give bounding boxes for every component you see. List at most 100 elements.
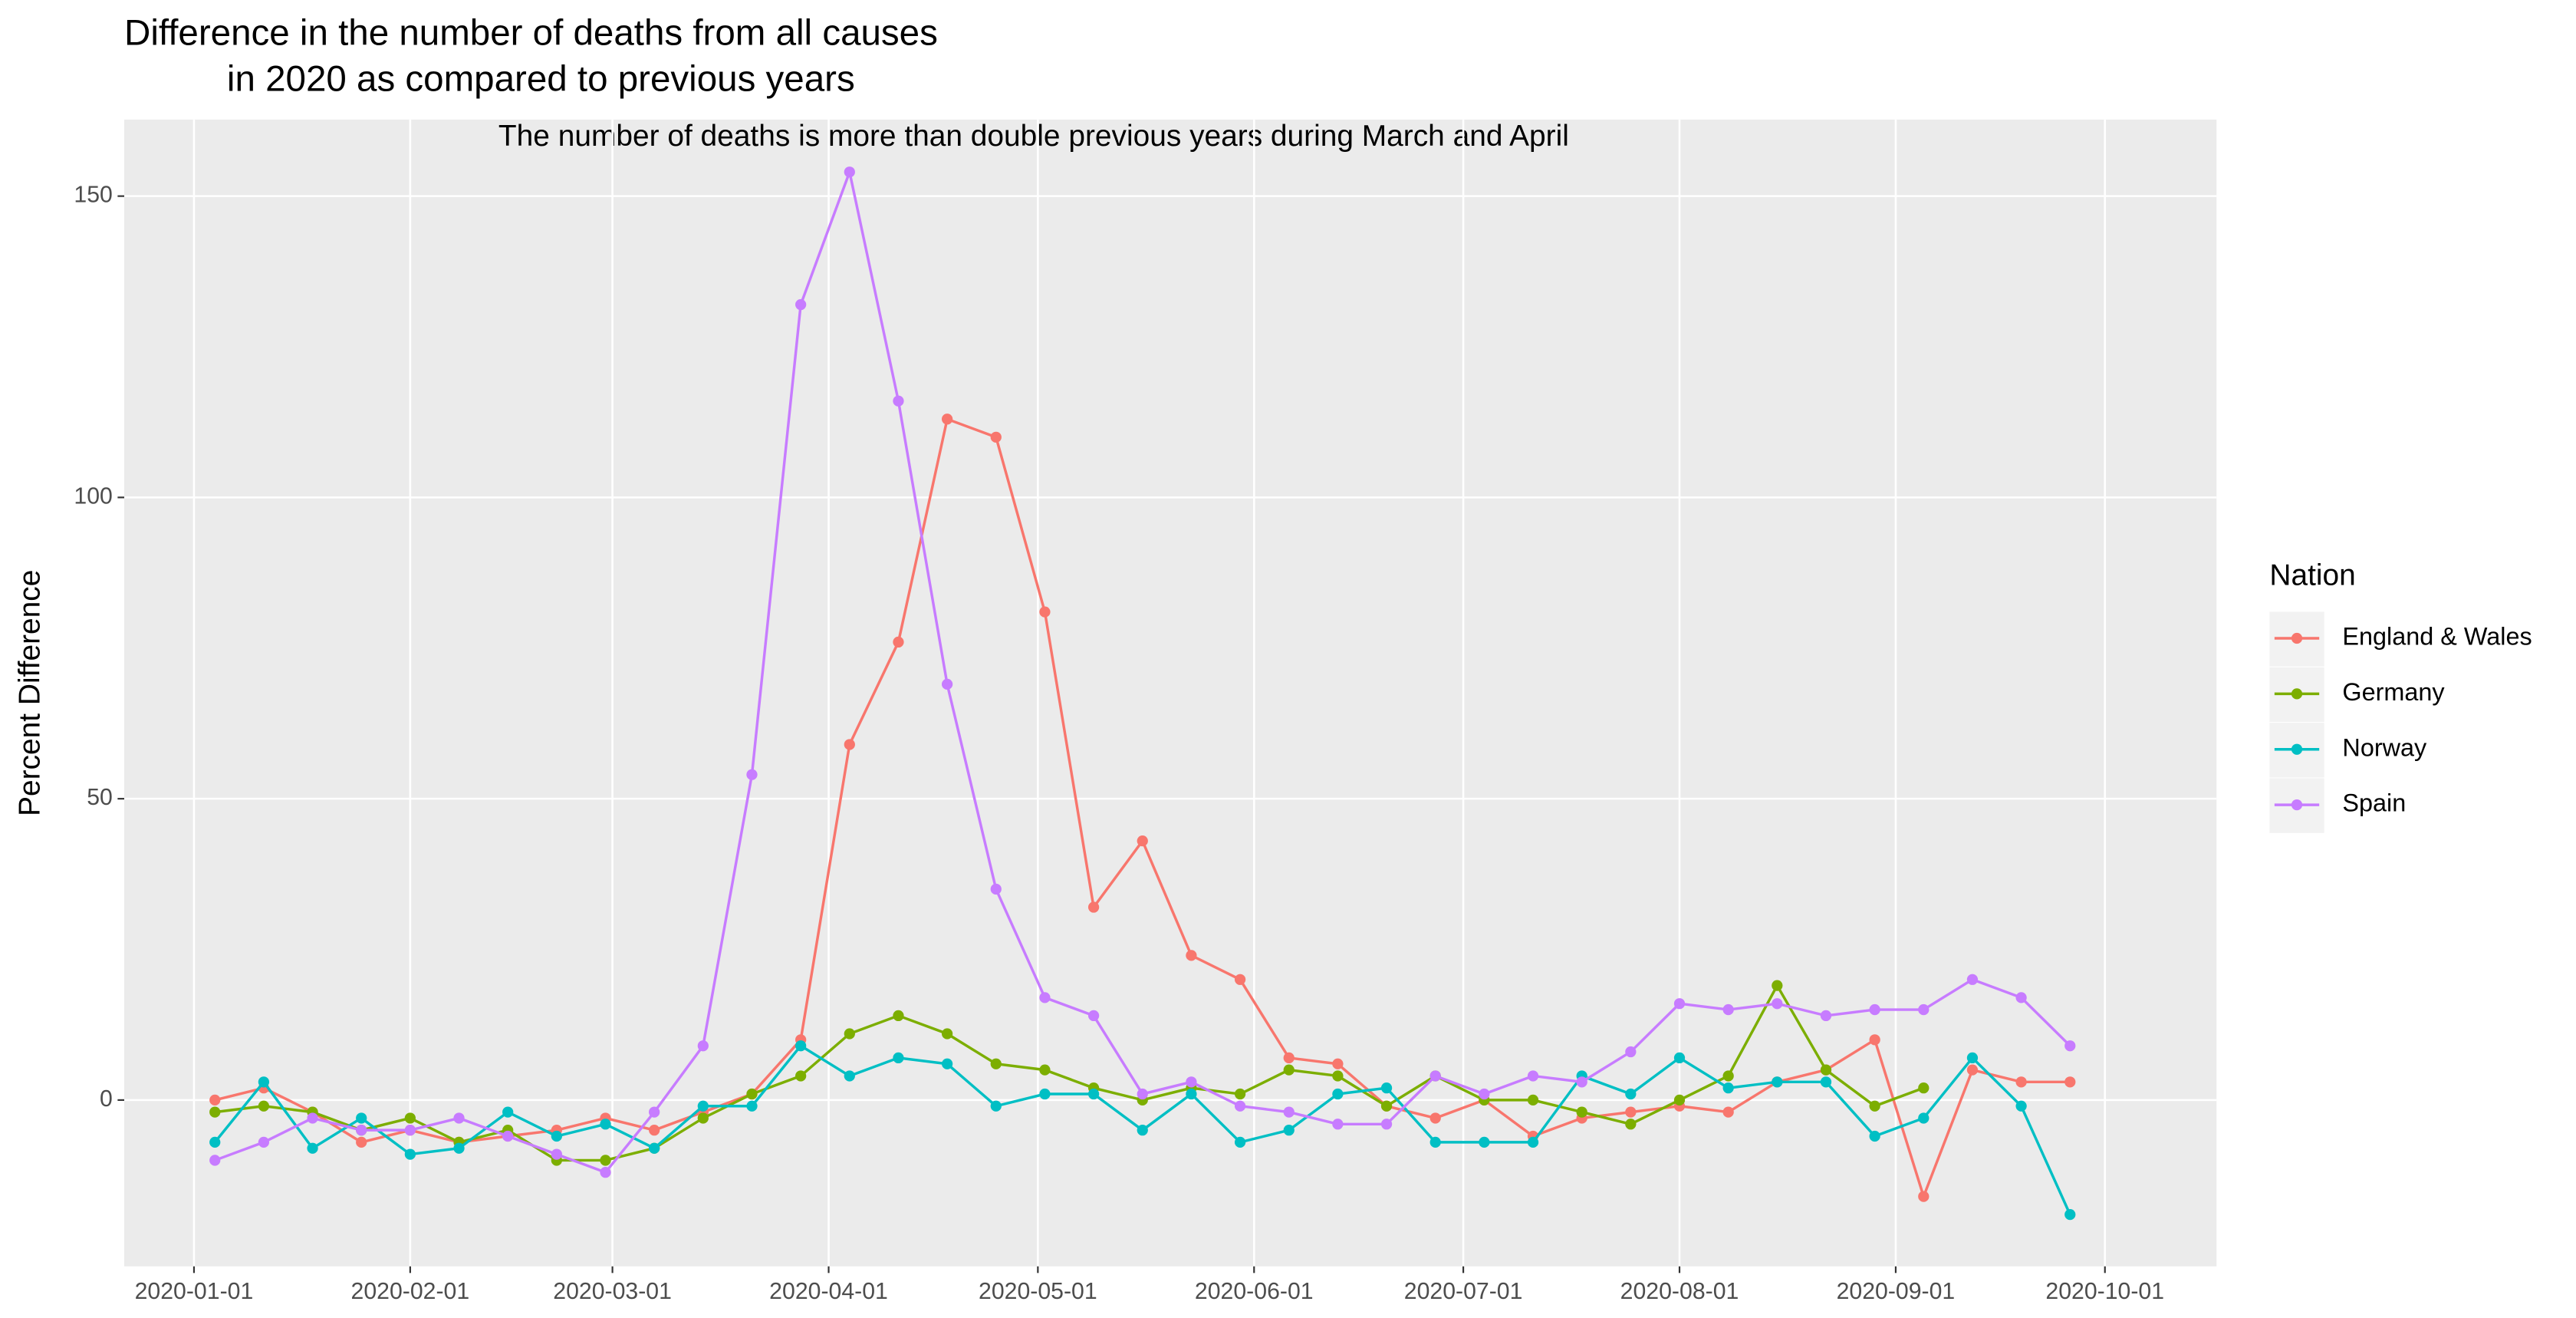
data-point <box>1283 1125 1295 1136</box>
data-point <box>2064 1040 2076 1052</box>
data-point <box>1039 992 1051 1003</box>
data-point <box>795 1070 807 1082</box>
legend-label: Norway <box>2342 733 2427 761</box>
legend-dot <box>2291 743 2303 755</box>
data-point <box>844 166 855 178</box>
panel <box>124 119 2217 1267</box>
chart-title: in 2020 as compared to previous years <box>227 59 855 100</box>
data-point <box>551 1148 562 1160</box>
legend-title: Nation <box>2269 559 2355 591</box>
data-point <box>990 883 1002 895</box>
data-point <box>1673 998 1686 1010</box>
chart-title: Difference in the number of deaths from … <box>124 12 938 53</box>
x-tick-label: 2020-07-01 <box>1404 1279 1523 1304</box>
data-point <box>1966 974 1979 985</box>
data-point <box>1429 1112 1441 1124</box>
data-point <box>1332 1119 1344 1130</box>
data-point <box>1283 1052 1295 1064</box>
data-point <box>1380 1100 1393 1112</box>
data-point <box>600 1119 611 1130</box>
x-tick-label: 2020-04-01 <box>769 1279 888 1304</box>
x-tick-label: 2020-10-01 <box>2045 1279 2164 1304</box>
data-point <box>990 431 1002 443</box>
data-point <box>1869 1100 1880 1112</box>
data-point <box>2064 1209 2076 1221</box>
data-point <box>1869 1130 1880 1142</box>
legend-dot <box>2291 799 2303 811</box>
legend-label: Germany <box>2342 678 2445 706</box>
data-point <box>649 1125 660 1136</box>
data-point <box>1673 1052 1686 1064</box>
data-point <box>1966 1064 1979 1076</box>
data-point <box>209 1106 221 1118</box>
data-point <box>1820 1010 1832 1022</box>
x-tick-label: 2020-06-01 <box>1195 1279 1314 1304</box>
x-tick-label: 2020-01-01 <box>135 1279 254 1304</box>
data-point <box>404 1112 416 1124</box>
data-point <box>209 1136 221 1148</box>
data-point <box>502 1106 514 1118</box>
data-point <box>746 1100 758 1112</box>
data-point <box>1283 1064 1295 1076</box>
data-point <box>697 1112 709 1124</box>
x-tick-label: 2020-05-01 <box>979 1279 1097 1304</box>
data-point <box>649 1142 660 1154</box>
x-tick-label: 2020-08-01 <box>1620 1279 1739 1304</box>
data-point <box>1869 1003 1880 1016</box>
data-point <box>453 1112 465 1124</box>
data-point <box>1087 901 1100 913</box>
data-point <box>2015 992 2027 1003</box>
data-point <box>356 1125 367 1136</box>
data-point <box>258 1136 270 1148</box>
data-point <box>1527 1070 1539 1082</box>
data-point <box>1966 1052 1979 1064</box>
x-tick-label: 2020-02-01 <box>351 1279 470 1304</box>
data-point <box>746 769 758 780</box>
data-point <box>1380 1082 1393 1094</box>
data-point <box>1918 1082 1930 1094</box>
data-point <box>1087 1010 1100 1022</box>
data-point <box>1673 1094 1686 1106</box>
data-point <box>795 298 807 311</box>
data-point <box>453 1142 465 1154</box>
data-point <box>1234 1136 1246 1148</box>
data-point <box>1234 1088 1246 1100</box>
legend-dot <box>2291 632 2303 644</box>
data-point <box>502 1130 514 1142</box>
y-tick-label: 0 <box>100 1086 113 1112</box>
data-point <box>551 1130 562 1142</box>
data-point <box>1772 1076 1783 1088</box>
data-point <box>1527 1136 1539 1148</box>
data-point <box>1234 974 1246 985</box>
data-point <box>600 1155 611 1166</box>
data-point <box>844 739 855 750</box>
data-point <box>1722 1070 1734 1082</box>
data-point <box>307 1142 318 1154</box>
data-point <box>1234 1100 1246 1112</box>
data-point <box>795 1040 807 1052</box>
data-point <box>2015 1100 2027 1112</box>
data-point <box>1039 1064 1051 1076</box>
x-tick-label: 2020-03-01 <box>553 1279 672 1304</box>
data-point <box>1918 1003 1930 1016</box>
data-point <box>1820 1064 1832 1076</box>
data-point <box>1722 1082 1734 1094</box>
y-tick-label: 150 <box>74 183 112 208</box>
data-point <box>1380 1119 1393 1130</box>
data-point <box>746 1088 758 1100</box>
data-point <box>844 1028 855 1040</box>
data-point <box>1186 1088 1197 1100</box>
data-point <box>990 1058 1002 1069</box>
data-point <box>1625 1106 1637 1118</box>
data-point <box>893 395 904 407</box>
data-point <box>1137 1088 1148 1100</box>
data-point <box>1137 1125 1148 1136</box>
data-point <box>1576 1076 1587 1088</box>
data-point <box>844 1070 855 1082</box>
data-point <box>1625 1088 1637 1100</box>
data-point <box>1039 606 1051 618</box>
data-point <box>1332 1058 1344 1069</box>
data-point <box>1527 1094 1539 1106</box>
data-point <box>209 1155 221 1166</box>
